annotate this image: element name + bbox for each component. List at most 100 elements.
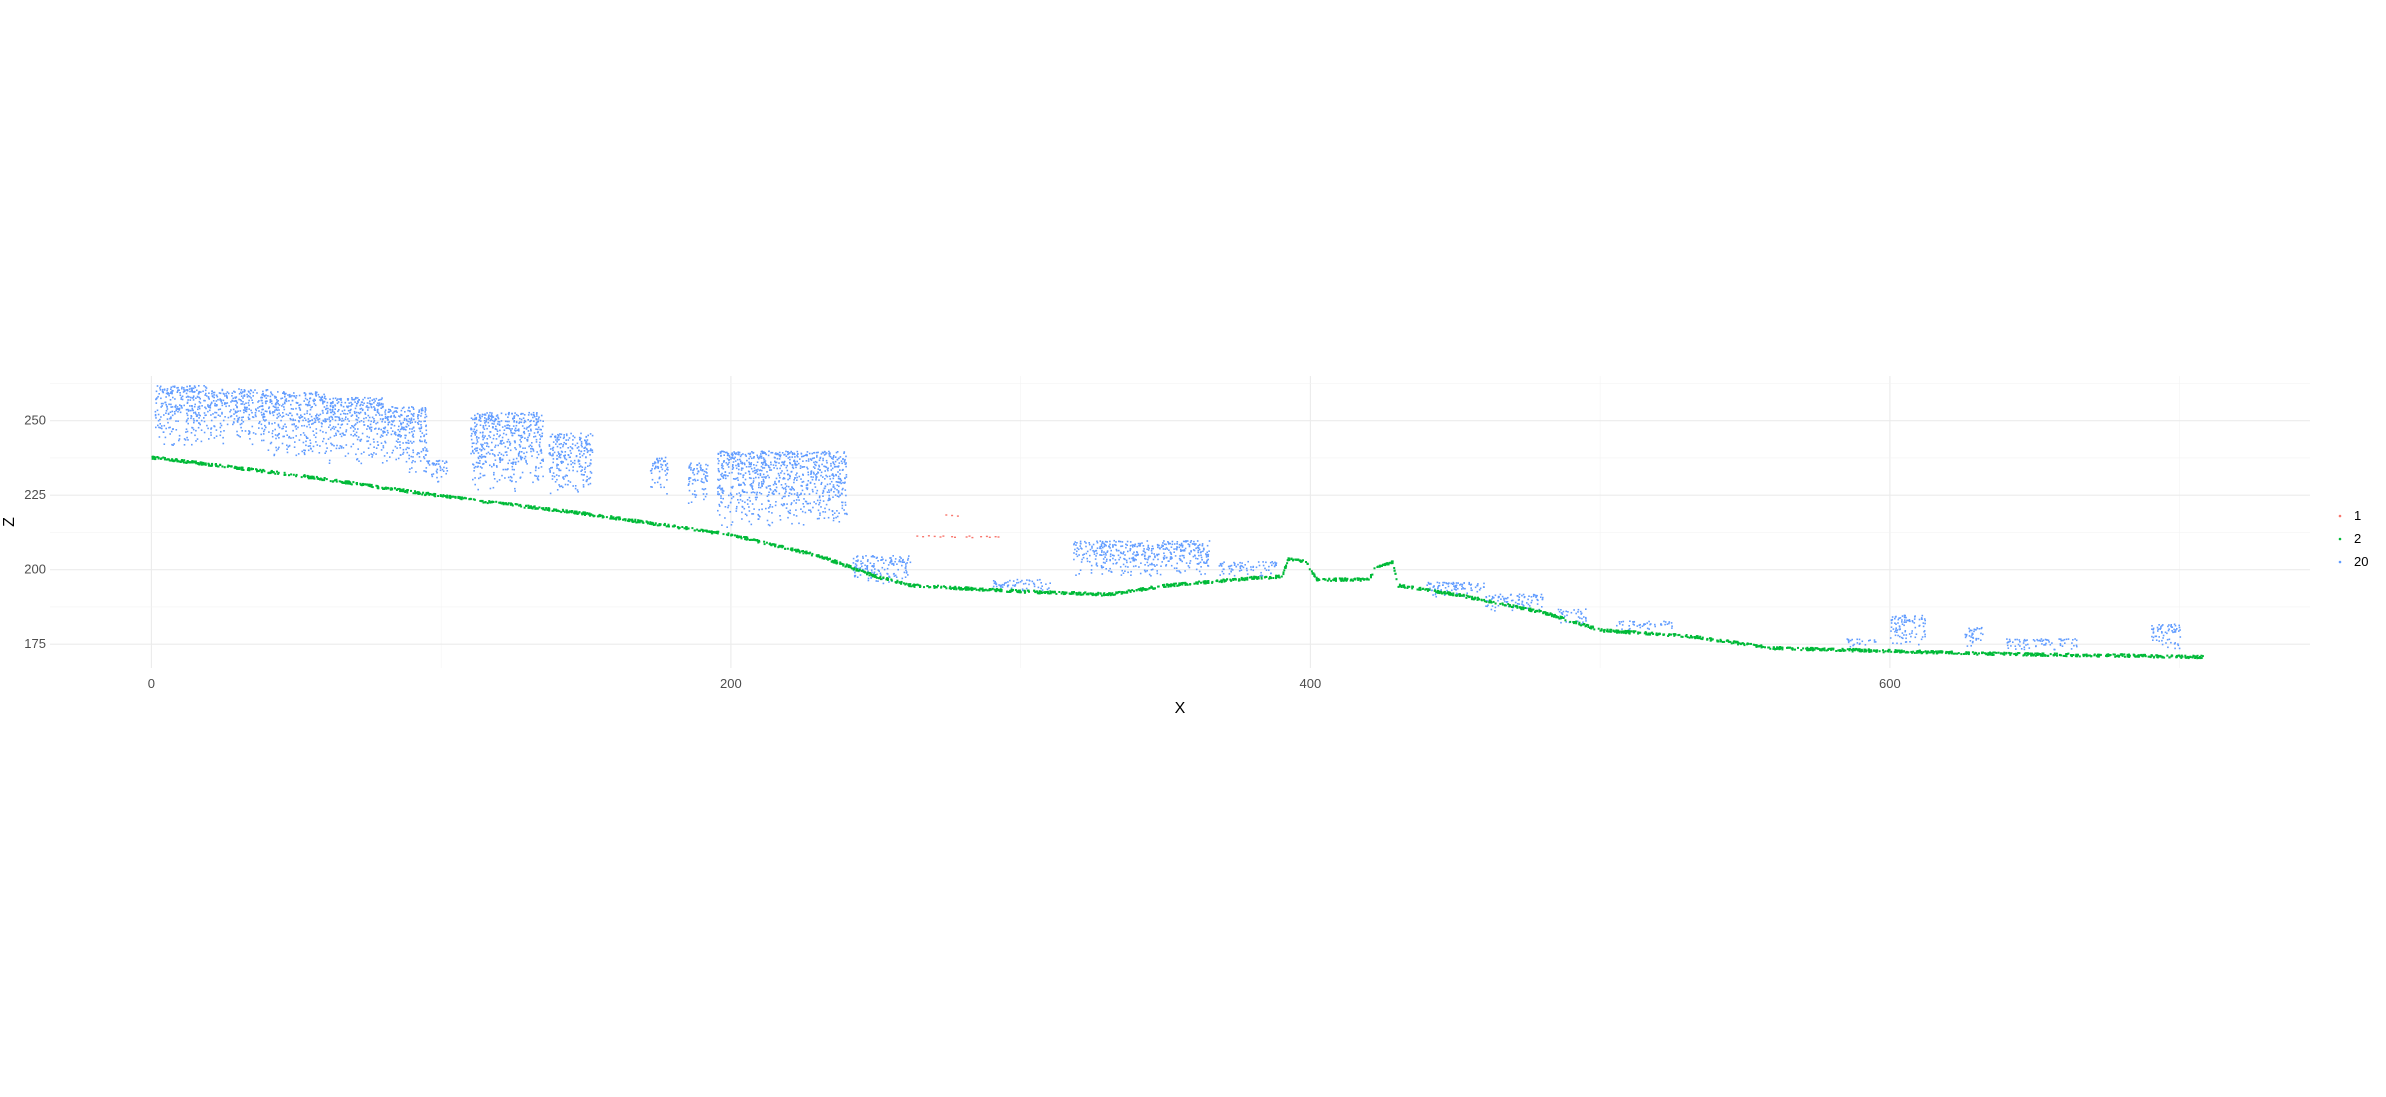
point-class-20 [417, 418, 419, 420]
point-class-20 [802, 511, 804, 513]
point-class-20 [1183, 541, 1185, 543]
point-class-20 [375, 414, 377, 416]
point-class-20 [802, 490, 804, 492]
point-class-20 [1629, 628, 1631, 630]
point-class-20 [807, 472, 809, 474]
point-class-20 [878, 569, 880, 571]
point-class-20 [325, 432, 327, 434]
point-class-20 [276, 399, 278, 401]
point-class-20 [265, 403, 267, 405]
point-class-20 [163, 392, 165, 394]
point-class-20 [219, 415, 221, 417]
point-class-20 [881, 559, 883, 561]
point-class-20 [1123, 551, 1125, 553]
point-class-20 [1206, 560, 1208, 562]
point-class-20 [772, 492, 774, 494]
point-class-20 [1143, 548, 1145, 550]
point-class-20 [560, 437, 562, 439]
point-class-20 [1140, 573, 1142, 575]
point-class-20 [249, 438, 251, 440]
point-class-20 [1153, 553, 1155, 555]
point-class-20 [1446, 582, 1448, 584]
point-class-20 [1451, 590, 1453, 592]
point-class-20 [814, 452, 816, 454]
point-class-20 [1271, 565, 1273, 567]
point-class-20 [373, 406, 375, 408]
point-class-20 [822, 511, 824, 513]
point-class-20 [734, 457, 736, 459]
point-class-20 [1202, 543, 1204, 545]
point-class-20 [281, 405, 283, 407]
point-class-20 [842, 482, 844, 484]
point-class-20 [350, 405, 352, 407]
point-class-20 [510, 430, 512, 432]
point-class-20 [586, 476, 588, 478]
point-class-20 [842, 505, 844, 507]
point-class-20 [387, 432, 389, 434]
point-class-20 [808, 458, 810, 460]
point-class-20 [423, 456, 425, 458]
point-class-20 [763, 474, 765, 476]
point-class-20 [757, 514, 759, 516]
point-class-20 [1200, 574, 1202, 576]
point-class-20 [304, 425, 306, 427]
point-class-20 [1163, 540, 1165, 542]
point-class-20 [2155, 636, 2157, 638]
point-class-20 [1667, 623, 1669, 625]
point-class-20 [839, 482, 841, 484]
point-class-20 [721, 502, 723, 504]
point-class-20 [424, 458, 426, 460]
point-class-20 [404, 419, 406, 421]
point-class-20 [729, 457, 731, 459]
point-class-20 [232, 392, 234, 394]
point-class-20 [274, 422, 276, 424]
point-class-20 [371, 456, 373, 458]
point-class-20 [406, 426, 408, 428]
point-class-20 [705, 475, 707, 477]
point-class-20 [726, 462, 728, 464]
point-class-20 [367, 407, 369, 409]
point-class-2 [1750, 643, 1752, 645]
point-class-20 [351, 425, 353, 427]
point-class-20 [298, 453, 300, 455]
point-class-20 [825, 511, 827, 513]
point-class-20 [558, 439, 560, 441]
point-class-20 [562, 451, 564, 453]
point-class-20 [518, 430, 520, 432]
point-class-20 [1914, 618, 1916, 620]
point-class-20 [1168, 543, 1170, 545]
point-class-20 [373, 446, 375, 448]
point-class-20 [513, 420, 515, 422]
point-class-20 [212, 396, 214, 398]
point-class-20 [226, 395, 228, 397]
point-class-20 [1258, 561, 1260, 563]
point-class-20 [735, 465, 737, 467]
point-class-20 [727, 453, 729, 455]
point-class-20 [407, 423, 409, 425]
point-class-20 [412, 460, 414, 462]
point-class-20 [821, 472, 823, 474]
point-class-20 [307, 399, 309, 401]
point-class-20 [1099, 546, 1101, 548]
point-class-20 [2007, 642, 2009, 644]
point-class-20 [365, 413, 367, 415]
point-class-20 [789, 488, 791, 490]
point-class-20 [803, 481, 805, 483]
point-class-20 [379, 402, 381, 404]
point-class-20 [204, 412, 206, 414]
point-class-20 [838, 465, 840, 467]
point-class-20 [873, 563, 875, 565]
point-class-20 [1103, 543, 1105, 545]
point-class-20 [1518, 599, 1520, 601]
point-class-20 [380, 407, 382, 409]
point-class-20 [225, 406, 227, 408]
point-class-20 [769, 469, 771, 471]
point-class-20 [1103, 551, 1105, 553]
point-class-20 [758, 487, 760, 489]
point-class-20 [535, 436, 537, 438]
point-class-20 [336, 448, 338, 450]
point-class-20 [500, 440, 502, 442]
point-class-20 [867, 559, 869, 561]
point-class-20 [904, 561, 906, 563]
point-class-20 [381, 434, 383, 436]
